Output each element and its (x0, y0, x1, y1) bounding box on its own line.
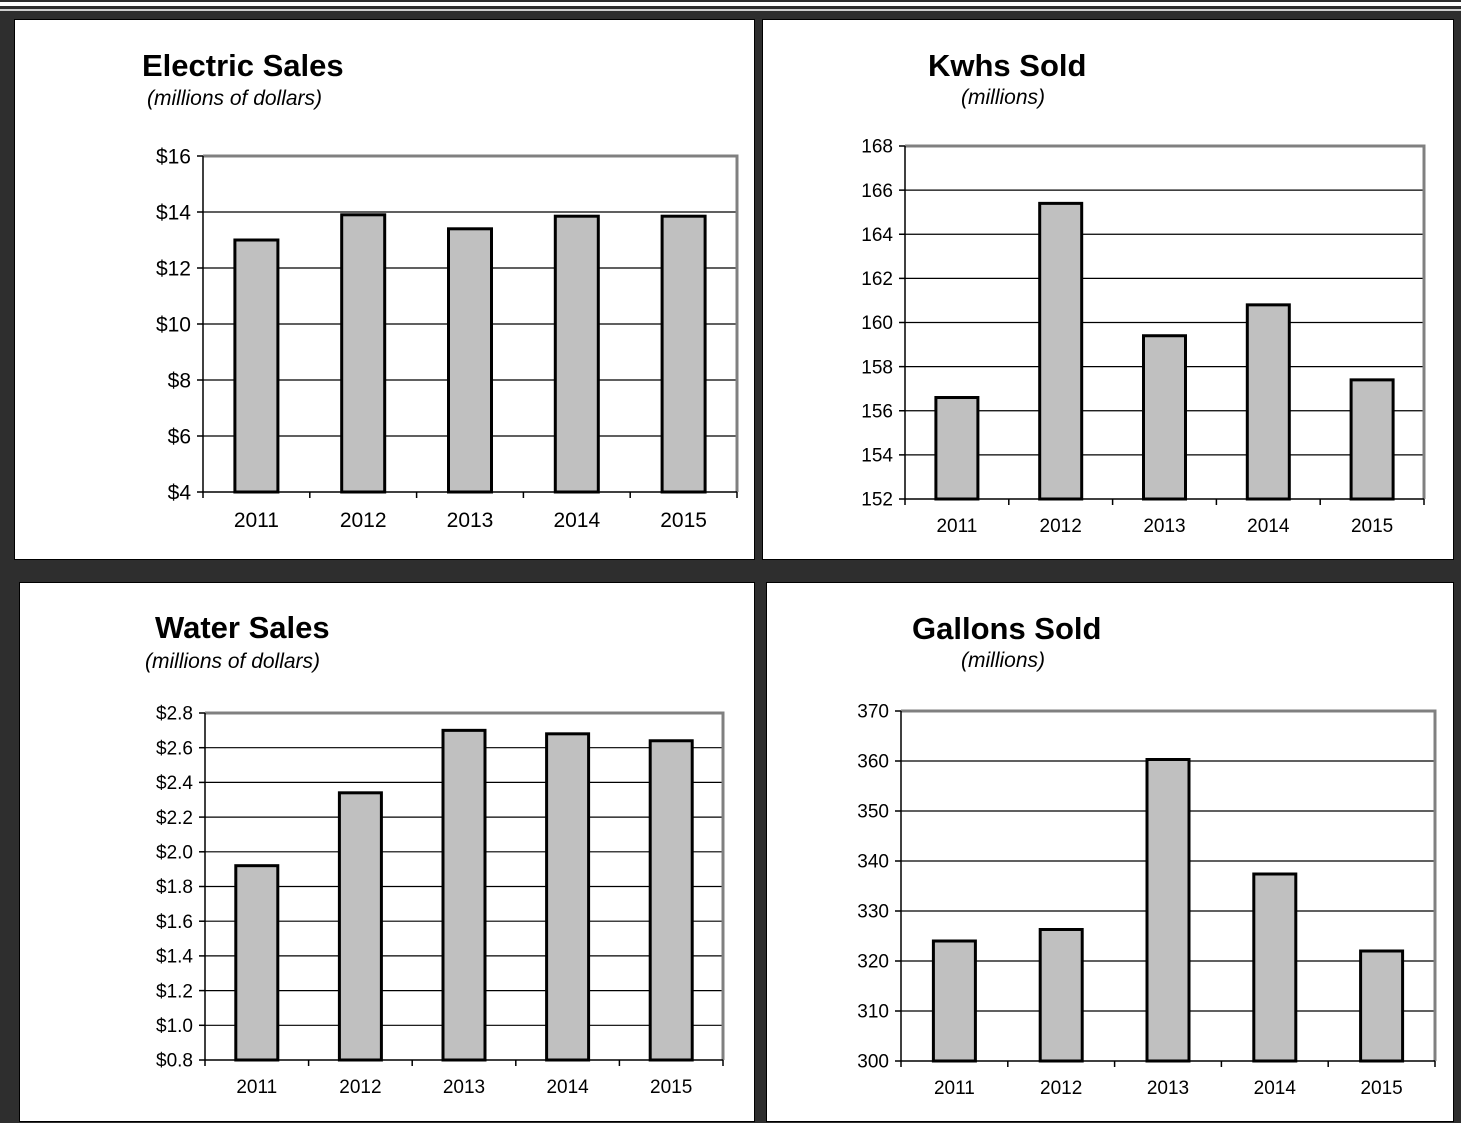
plot-border (205, 711, 725, 1060)
x-tick-label: 2014 (553, 509, 600, 532)
top-border-line-secondary (0, 9, 1461, 11)
bar-2012 (1038, 201, 1084, 501)
plot-border (901, 709, 1437, 1061)
x-tick-label: 2012 (340, 509, 387, 532)
kwhs-sold-panel: Kwhs Sold (millions) 152 154 156 158 160 162 1… (762, 19, 1454, 560)
y-tick-label: $2.4 (156, 773, 193, 794)
x-tick-label: 2014 (1254, 1078, 1297, 1099)
y-tick-label: $14 (156, 201, 191, 224)
y-tick-label: 164 (861, 225, 893, 246)
chart-subtitle: (millions) (961, 649, 1045, 672)
y-tick-label: 350 (857, 802, 889, 823)
y-tick-label: $4 (168, 481, 192, 504)
chart-title: Electric Sales (142, 48, 344, 83)
y-tick-label: $1.4 (156, 947, 193, 968)
x-tick-label: 2015 (650, 1077, 692, 1098)
y-tick-label: 370 (857, 702, 889, 723)
gallons-sold-panel: Gallons Sold (millions) 300 310 320 330 340 3… (766, 582, 1454, 1122)
x-tick-label: 2014 (546, 1077, 589, 1098)
x-tick-label: 2013 (443, 1077, 485, 1098)
y-tick-label: $1.6 (156, 912, 193, 933)
kwhs-sold-chart: 152 154 156 158 160 162 164 166 168 2011 2012 2013 2… (861, 137, 1426, 537)
y-tick-label: 330 (857, 902, 889, 923)
y-tick-label: 154 (861, 446, 893, 467)
bar-2014 (545, 732, 591, 1062)
x-tick-label: 2012 (339, 1077, 381, 1098)
chart-title: Gallons Sold (912, 611, 1102, 646)
x-tick-label: 2011 (936, 516, 977, 537)
bar-2015 (1349, 378, 1395, 501)
gallons-sold-chart: 300 310 320 330 340 350 360 370 2011 2012 2013 2014… (857, 702, 1437, 1099)
x-tick-label: 2011 (234, 509, 279, 532)
bar-2013 (1145, 758, 1191, 1063)
water-sales-chart: $0.8 $1.0 $1.2 $1.4 $1.6 $1.8 $2.0 $2.2 $2.4 $2.6… (156, 704, 725, 1098)
bar-2013 (441, 728, 487, 1062)
y-tick-label: 340 (857, 852, 889, 873)
y-tick-label: $12 (156, 257, 191, 280)
bar-2015 (1359, 949, 1405, 1063)
x-tick-label: 2013 (447, 509, 494, 532)
y-tick-label: $6 (168, 425, 191, 448)
y-tick-label: $16 (156, 145, 191, 168)
y-tick-label: 158 (861, 357, 893, 378)
y-tick-label: 320 (857, 952, 889, 973)
chart-subtitle: (millions) (961, 86, 1045, 109)
bar-2014 (1252, 872, 1298, 1063)
bar-2011 (233, 238, 280, 494)
y-tick-label: $8 (168, 369, 191, 392)
plot-border (203, 154, 739, 492)
y-tick-label: 300 (857, 1052, 889, 1073)
y-tick-label: $1.8 (156, 877, 193, 898)
bar-2015 (660, 214, 707, 494)
bar-2011 (234, 864, 280, 1062)
water-sales-panel: Water Sales (millions of dollars) $0.8 $1… (19, 582, 755, 1122)
y-tick-label: $10 (156, 313, 191, 336)
x-tick-label: 2011 (934, 1078, 975, 1099)
x-tick-label: 2015 (1351, 516, 1393, 537)
x-tick-label: 2013 (1147, 1078, 1189, 1099)
y-tick-label: $2.0 (156, 842, 193, 863)
plot-border (905, 144, 1426, 499)
chart-subtitle: (millions of dollars) (145, 650, 321, 673)
bar-2012 (337, 791, 383, 1062)
x-tick-label: 2014 (1247, 516, 1290, 537)
x-tick-label: 2012 (1040, 516, 1082, 537)
bar-2014 (1245, 303, 1291, 501)
y-tick-label: 166 (861, 181, 893, 202)
y-tick-label: 360 (857, 752, 889, 773)
y-tick-label: 162 (861, 269, 893, 290)
y-tick-label: $1.2 (156, 981, 193, 1002)
x-tick-label: 2013 (1143, 516, 1185, 537)
chart-title: Kwhs Sold (928, 48, 1087, 83)
chart-subtitle: (millions of dollars) (147, 87, 323, 110)
bar-2011 (931, 939, 977, 1063)
y-tick-label: 152 (861, 490, 893, 511)
bar-2013 (1142, 334, 1187, 501)
bar-2015 (648, 739, 694, 1062)
y-tick-label: $0.8 (156, 1051, 193, 1072)
y-tick-label: 168 (861, 137, 893, 158)
x-tick-label: 2015 (1360, 1078, 1402, 1099)
x-tick-label: 2012 (1040, 1078, 1082, 1099)
bar-2012 (340, 213, 387, 494)
y-tick-label: $2.2 (156, 808, 193, 829)
y-tick-label: 156 (861, 401, 893, 422)
top-border-line (0, 2, 1461, 6)
y-tick-label: $2.8 (156, 704, 193, 725)
bar-2011 (934, 396, 980, 501)
y-tick-label: 310 (857, 1002, 889, 1023)
electric-sales-panel: Electric Sales (millions of dollars) $4 $… (14, 19, 755, 560)
chart-title: Water Sales (155, 610, 330, 645)
y-tick-label: $1.0 (156, 1016, 193, 1037)
y-tick-label: $2.6 (156, 738, 193, 759)
bar-2013 (447, 227, 493, 494)
bar-2012 (1038, 928, 1084, 1063)
x-tick-label: 2011 (236, 1077, 277, 1098)
bar-2014 (553, 214, 600, 494)
y-tick-label: 160 (861, 313, 893, 334)
x-tick-label: 2015 (660, 509, 707, 532)
electric-sales-chart: $4 $6 $8 $10 $12 $14 $16 2011 2012 2013 2014 2015 (156, 145, 739, 532)
